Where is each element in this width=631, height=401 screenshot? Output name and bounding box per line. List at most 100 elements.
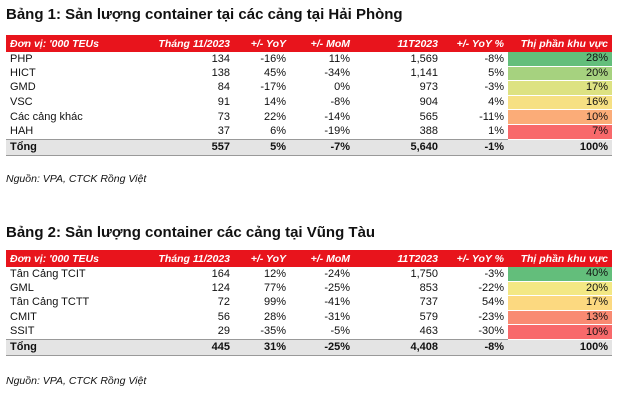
table1-hai-phong: Đơn vị: '000 TEUs Tháng 11/2023 +/- YoY … bbox=[6, 35, 612, 156]
cell-mom: -5% bbox=[330, 325, 350, 338]
cell-ytd-yoy: -23% bbox=[478, 311, 504, 324]
col-header-ytd: 11T2023 bbox=[354, 35, 442, 52]
cell-name: Tân Cảng TCTT bbox=[10, 296, 90, 309]
cell-mom: -14% bbox=[324, 110, 350, 123]
cell-ytd-yoy: -8% bbox=[484, 52, 504, 65]
cell-ytd-yoy: 1% bbox=[488, 125, 504, 138]
col-header-share: Thị phần khu vực bbox=[508, 35, 612, 52]
cell-mom: -31% bbox=[324, 311, 350, 324]
cell-month: 37 bbox=[217, 125, 230, 138]
table-row: PHP 134 -16% 11% 1,569 -8% 28% bbox=[6, 52, 612, 67]
table-row: CMIT 56 28% -31% 579 -23% 13% bbox=[6, 310, 612, 326]
cell-ytd: 1,569 bbox=[410, 52, 438, 65]
cell-month: 124 bbox=[211, 281, 230, 294]
cell-ytd: 973 bbox=[419, 81, 438, 94]
cell-ytd-yoy: -3% bbox=[484, 81, 504, 94]
cell-mom: 0% bbox=[334, 81, 350, 94]
table-row: SSIT 29 -35% -5% 463 -30% 10% bbox=[6, 324, 612, 340]
cell-ytd-yoy: -8% bbox=[442, 338, 508, 356]
table-row: Tân Cảng TCTT 72 99% -41% 737 54% 17% bbox=[6, 295, 612, 311]
cell-month: 73 bbox=[217, 110, 230, 123]
col-header-yoy: +/- YoY bbox=[234, 250, 290, 267]
cell-share: 17% bbox=[508, 295, 612, 311]
cell-name: Các cảng khác bbox=[10, 110, 83, 123]
cell-yoy: 12% bbox=[263, 267, 286, 280]
cell-ytd: 4,408 bbox=[354, 338, 442, 356]
cell-ytd: 463 bbox=[419, 325, 438, 338]
col-header-unit: Đơn vị: '000 TEUs bbox=[6, 35, 124, 52]
cell-month: 164 bbox=[211, 267, 230, 280]
cell-share: 20% bbox=[508, 281, 612, 297]
cell-name: SSIT bbox=[10, 325, 35, 338]
cell-share: 16% bbox=[508, 95, 612, 111]
cell-mom: -24% bbox=[324, 267, 350, 280]
table-row: Các cảng khác 73 22% -14% 565 -11% 10% bbox=[6, 109, 612, 125]
col-header-share: Thị phần khu vực bbox=[508, 250, 612, 267]
cell-name: HICT bbox=[10, 66, 36, 79]
cell-yoy: 28% bbox=[263, 311, 286, 324]
table-header-row: Đơn vị: '000 TEUs Tháng 11/2023 +/- YoY … bbox=[6, 35, 612, 52]
cell-name: Tân Cảng TCIT bbox=[10, 267, 86, 280]
cell-yoy: 22% bbox=[263, 110, 286, 123]
cell-ytd-yoy: -1% bbox=[442, 138, 508, 156]
total-row: Tổng 557 5% -7% 5,640 -1% 100% bbox=[6, 138, 612, 156]
cell-ytd: 853 bbox=[419, 281, 438, 294]
cell-ytd: 5,640 bbox=[354, 138, 442, 156]
cell-name: Tổng bbox=[6, 338, 124, 356]
cell-month: 138 bbox=[211, 66, 230, 79]
cell-mom: -25% bbox=[324, 281, 350, 294]
cell-name: GML bbox=[10, 281, 34, 294]
cell-share: 28% bbox=[508, 52, 612, 67]
cell-ytd-yoy: 54% bbox=[481, 296, 504, 309]
cell-name: VSC bbox=[10, 96, 33, 109]
cell-ytd: 904 bbox=[419, 96, 438, 109]
cell-name: HAH bbox=[10, 125, 34, 138]
cell-ytd: 1,141 bbox=[410, 66, 438, 79]
cell-share: 20% bbox=[508, 66, 612, 82]
col-header-yoy: +/- YoY bbox=[234, 35, 290, 52]
cell-ytd: 1,750 bbox=[410, 267, 438, 280]
cell-month: 91 bbox=[217, 96, 230, 109]
cell-ytd-yoy: -22% bbox=[478, 281, 504, 294]
cell-share: 10% bbox=[508, 109, 612, 125]
col-header-mom: +/- MoM bbox=[290, 250, 354, 267]
cell-ytd: 565 bbox=[419, 110, 438, 123]
table-row: Tân Cảng TCIT 164 12% -24% 1,750 -3% 40% bbox=[6, 267, 612, 282]
cell-ytd-yoy: 4% bbox=[488, 96, 504, 109]
table1-title: Bảng 1: Sản lượng container tại các cảng… bbox=[6, 6, 403, 23]
cell-yoy: 31% bbox=[234, 338, 290, 356]
cell-share: 17% bbox=[508, 80, 612, 96]
cell-yoy: -35% bbox=[260, 325, 286, 338]
cell-yoy: 5% bbox=[234, 138, 290, 156]
table2-source: Nguồn: VPA, CTCK Rồng Việt bbox=[6, 375, 147, 387]
cell-share: 7% bbox=[508, 124, 612, 140]
table1-source: Nguồn: VPA, CTCK Rồng Việt bbox=[6, 173, 147, 185]
table-header-row: Đơn vị: '000 TEUs Tháng 11/2023 +/- YoY … bbox=[6, 250, 612, 267]
col-header-unit: Đơn vị: '000 TEUs bbox=[6, 250, 124, 267]
cell-mom: -41% bbox=[324, 296, 350, 309]
col-header-month: Tháng 11/2023 bbox=[124, 35, 234, 52]
cell-share: 10% bbox=[508, 324, 612, 340]
cell-mom: -25% bbox=[290, 338, 354, 356]
cell-ytd-yoy: -11% bbox=[479, 110, 504, 123]
cell-month: 134 bbox=[211, 52, 230, 65]
cell-share: 100% bbox=[508, 138, 612, 156]
col-header-ytd-yoy: +/- YoY % bbox=[442, 35, 508, 52]
cell-mom: -34% bbox=[324, 66, 350, 79]
cell-ytd: 579 bbox=[419, 311, 438, 324]
cell-month: 56 bbox=[217, 311, 230, 324]
cell-mom: -7% bbox=[290, 138, 354, 156]
cell-name: PHP bbox=[10, 52, 33, 65]
table-row: GML 124 77% -25% 853 -22% 20% bbox=[6, 281, 612, 297]
table2-title: Bảng 2: Sản lượng container các cảng tại… bbox=[6, 224, 376, 241]
col-header-month: Tháng 11/2023 bbox=[124, 250, 234, 267]
cell-month: 29 bbox=[217, 325, 230, 338]
cell-yoy: 6% bbox=[270, 125, 286, 138]
cell-mom: 11% bbox=[328, 52, 350, 65]
table2-vung-tau: Đơn vị: '000 TEUs Tháng 11/2023 +/- YoY … bbox=[6, 250, 612, 356]
table-row: HAH 37 6% -19% 388 1% 7% bbox=[6, 124, 612, 140]
cell-share: 40% bbox=[508, 267, 612, 282]
cell-mom: -8% bbox=[330, 96, 350, 109]
cell-ytd-yoy: 5% bbox=[488, 66, 504, 79]
cell-yoy: -17% bbox=[260, 81, 286, 94]
